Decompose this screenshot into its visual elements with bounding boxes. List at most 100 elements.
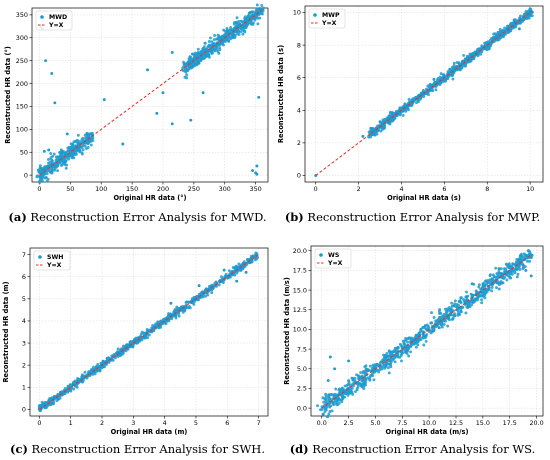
data-point [70,145,74,149]
data-point-outlier [257,95,261,99]
data-point [507,265,511,269]
y-tick-label: 7.5 [297,345,307,353]
data-point [376,368,380,372]
data-point [201,295,205,299]
data-point [516,272,520,276]
data-point [418,97,422,101]
data-point-outlier [222,268,226,272]
x-tick-label: 0 [314,185,318,193]
data-point [466,306,470,310]
data-point [448,67,452,71]
y-tick-label: 300 [16,34,28,42]
legend-label-points: WS [328,252,339,259]
data-point [373,364,377,368]
data-point [400,345,404,349]
data-point [347,379,351,383]
data-point [247,15,251,19]
data-point [465,290,468,294]
data-point [517,260,521,264]
data-point [212,38,216,42]
x-axis-title: Original HR data (m) [111,428,188,436]
data-point [476,294,480,298]
data-point [497,267,501,270]
data-point [492,32,496,36]
data-point [440,325,444,329]
data-point [241,32,245,36]
data-point [190,52,194,56]
data-point [525,17,529,20]
data-point [407,97,411,101]
data-point [182,60,186,64]
data-point [192,61,196,65]
data-point [218,37,222,40]
data-point [247,11,251,15]
data-point [50,159,54,163]
data-point [327,412,331,416]
data-point [76,133,80,137]
data-point [446,324,450,328]
data-point [466,294,470,298]
y-tick-label: 1 [22,383,26,391]
data-point [519,258,523,262]
y-tick-label: 350 [16,11,28,19]
data-point [439,72,443,76]
legend-marker-points [40,15,44,19]
data-point [436,78,440,82]
data-point [91,132,94,135]
data-point [394,110,398,113]
data-point [504,267,508,271]
data-point [210,40,214,44]
data-point [419,91,423,95]
data-point [40,400,44,404]
data-point [316,404,319,408]
data-point [490,289,494,293]
caption-letter: (d) [289,442,309,456]
data-point-outlier [197,284,201,288]
data-point [404,338,408,341]
caption-mwd: (a) Reconstruction Error Analysis for MW… [0,210,275,224]
data-point [207,40,211,43]
data-point [211,48,215,51]
data-point [453,302,457,306]
data-point [458,313,462,316]
chart-panel-swh: 0 1 2 3 4 5 6 7 0 1 2 3 4 5 6 7 Original HR data (m) Reco… [0,230,275,460]
data-point [42,173,46,177]
data-point [329,404,333,408]
data-point [433,80,437,84]
data-point [513,18,517,22]
data-point [157,325,161,329]
x-tick-label: 2 [100,419,104,427]
data-point [218,46,222,50]
data-point [70,154,74,158]
data-point [236,21,240,25]
data-point [518,268,522,271]
data-point [258,16,262,20]
ticks: 0 1 2 3 4 5 6 7 0 1 2 3 4 5 6 7 [22,251,261,427]
data-point [398,342,402,346]
data-point [87,370,91,374]
data-point [90,135,94,139]
legend-label-points: SWH [47,254,63,261]
x-tick-label: 2 [357,185,361,193]
data-point [56,397,60,401]
data-point [235,16,239,20]
data-point [424,339,428,343]
data-point [450,304,454,308]
data-point [327,398,331,402]
data-point [80,151,84,155]
y-axis-title: Reconstructed HR data (m/s) [283,277,291,384]
data-point [496,30,500,34]
data-point [512,269,516,273]
data-point [455,303,459,306]
data-point [229,26,233,29]
data-point [383,353,387,357]
data-point-outlier [170,122,174,126]
data-point-outlier [251,169,254,172]
x-tick-label: 50 [66,185,74,193]
data-point [463,57,467,61]
data-point-outlier [146,68,149,72]
data-point [462,53,466,57]
data-point [81,142,85,146]
data-point [396,346,400,350]
